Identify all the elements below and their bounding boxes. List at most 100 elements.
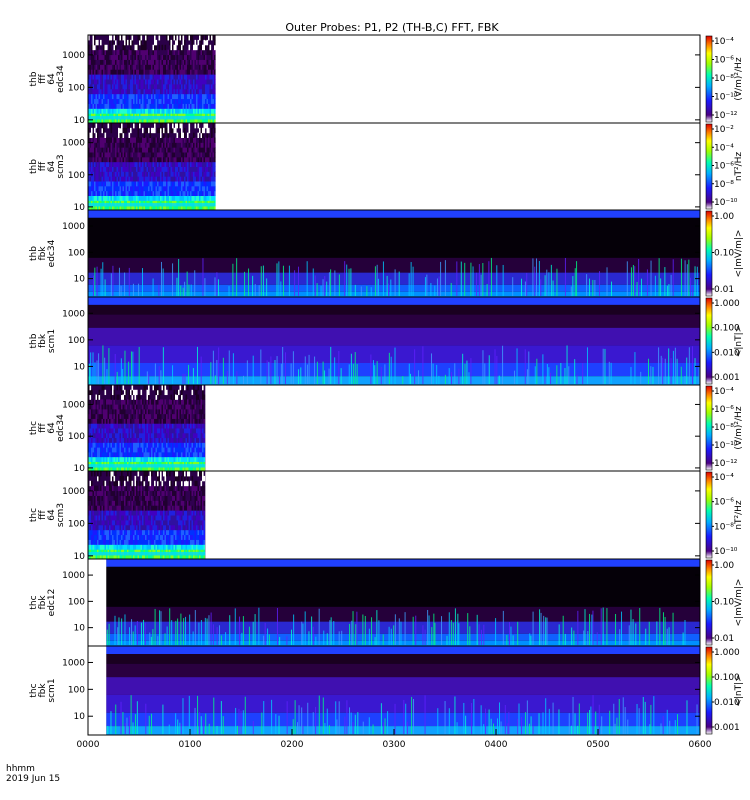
colorbar-tick-label: 1.000 <box>714 299 740 309</box>
panel-ylabel: scm3 <box>56 503 66 527</box>
ytick-label: 100 <box>68 83 85 93</box>
colorbar-title: <|nT|> <box>734 674 744 706</box>
colorbar-thb_fff_scm: 10⁻² 10⁻⁴ 10⁻⁶ 10⁻⁸ 10⁻¹⁰ nT²/Hz <box>705 123 744 210</box>
panel-thb_fbk_efi: 10 100 1000 thb fbk edc34 1.00 0.10 0.01<|mV/m|> <box>29 209 744 298</box>
panel-ylabel: scm1 <box>47 678 57 702</box>
panel-ylabel: scm3 <box>56 154 66 178</box>
panel-ylabel: 64 <box>47 509 57 521</box>
spectrogram-thb_fbk_efi <box>88 210 700 297</box>
colorbar-title: <|mV/m|> <box>734 230 744 278</box>
panel-ylabel: fbk <box>38 683 48 698</box>
colorbar-tick-label: 0.01 <box>714 285 734 295</box>
time-axis: 0000 0100 0200 0300 0400 0500 0600 <box>77 729 712 750</box>
ytick-label: 10 <box>74 362 86 372</box>
panel-ylabel: thc <box>29 683 39 697</box>
colorbar-thb_fbk_efi: 1.00 0.10 0.01<|mV/m|> <box>705 210 744 297</box>
panel-ylabel: thb <box>29 333 39 348</box>
colorbar-tick-label: 10⁻⁸ <box>714 522 734 532</box>
panel-ylabel: edc34 <box>56 414 66 442</box>
ytick-label: 100 <box>68 597 85 607</box>
xtick-label: 0300 <box>383 740 406 750</box>
spectrogram-thc_fbk_efi <box>106 559 701 646</box>
colorbar-tick-label: 10⁻⁶ <box>714 162 734 172</box>
colorbar-title: (V/m)²/Hz <box>734 57 744 100</box>
xtick-label: 0200 <box>281 740 304 750</box>
ytick-label: 10 <box>74 116 86 126</box>
colorbar-tick-label: 10⁻⁶ <box>714 56 734 66</box>
panel-thc_fbk_efi: 10 100 1000 thc fbk edc12 1.00 0.10 0.01<|mV/m|> <box>29 558 744 647</box>
spectrogram-thc_fff_scm <box>88 471 206 560</box>
ytick-label: 1000 <box>62 487 85 497</box>
ytick-label: 1000 <box>62 139 85 149</box>
colorbar-title: nT²/Hz <box>734 500 744 530</box>
panel-ylabel: fff <box>38 161 48 171</box>
colorbar-thb_fbk_scm: 1.000 0.100 0.010 0.001 <|nT|> <box>705 297 744 385</box>
colorbar-thc_fff_scm: 10⁻⁴ 10⁻⁶ 10⁻⁸ 10⁻¹⁰ nT²/Hz <box>705 471 744 559</box>
xtick-label: 0100 <box>179 740 202 750</box>
colorbar-title: (V/m)²/Hz <box>734 406 744 449</box>
ytick-label: 100 <box>68 171 85 181</box>
panel-ylabel: edc12 <box>47 589 57 617</box>
ytick-label: 10 <box>74 624 86 634</box>
colorbar-tick-label: 0.010 <box>714 348 740 358</box>
colorbar-tick-label: 10⁻⁴ <box>714 37 734 47</box>
colorbar-tick-label: 0.010 <box>714 698 740 708</box>
panel-thb_fbk_scm: 10 100 1000 thb fbk scm1 1.000 0.100 0.010 0.001 <… <box>29 296 744 386</box>
colorbar-tick-label: 10⁻⁴ <box>714 143 734 153</box>
spectrogram-thb_fff_scm <box>88 123 216 211</box>
ytick-label: 1000 <box>62 309 85 319</box>
ytick-label: 10 <box>74 712 86 722</box>
spectrogram-thc_fff_efi <box>88 385 206 472</box>
panel-ylabel: fbk <box>38 333 48 348</box>
panel-ylabel: 64 <box>47 422 57 434</box>
ytick-label: 1000 <box>62 658 85 668</box>
colorbar-tick-label: 1.00 <box>714 561 734 571</box>
colorbar-tick-label: 0.01 <box>714 634 734 644</box>
colorbar-tick-label: 10⁻⁴ <box>714 473 734 483</box>
colorbar-tick-label: 1.000 <box>714 648 740 658</box>
ytick-label: 100 <box>68 432 85 442</box>
ytick-label: 10 <box>74 464 86 474</box>
ytick-label: 100 <box>68 519 85 529</box>
colorbar-tick-label: 0.001 <box>714 373 740 383</box>
spectrogram-thc_fbk_scm <box>106 646 701 735</box>
panel-ylabel: fbk <box>38 595 48 610</box>
panel-ylabel: fff <box>38 73 48 83</box>
ytick-label: 100 <box>68 248 85 258</box>
ytick-label: 1000 <box>62 51 85 61</box>
ytick-label: 1000 <box>62 400 85 410</box>
ytick-label: 1000 <box>62 222 85 232</box>
panel-ylabel: scm1 <box>47 329 57 353</box>
time-axis-corner-label-date: 2019 Jun 15 <box>6 774 60 784</box>
panel-ylabel: fff <box>38 509 48 519</box>
colorbar-title: <|mV/m|> <box>734 579 744 627</box>
panel-ylabel: edc34 <box>47 239 57 267</box>
colorbar-tick-label: 0.10 <box>714 598 734 608</box>
xtick-label: 0000 <box>77 740 100 750</box>
colorbar-thc_fbk_scm: 1.000 0.100 0.010 0.001 <|nT|> <box>705 646 744 735</box>
colorbar-tick-label: 10⁻¹⁰ <box>714 547 738 557</box>
colorbar-title: nT²/Hz <box>734 152 744 182</box>
panel-ylabel: fff <box>38 422 48 432</box>
xtick-label: 0500 <box>587 740 610 750</box>
colorbar-tick-label: 10⁻⁶ <box>714 498 734 508</box>
colorbar-thb_fff_efi: 10⁻⁴ 10⁻⁶ 10⁻⁸ 10⁻¹⁰ 10⁻¹² (V/m)²/Hz <box>705 35 744 123</box>
panel-ylabel: 64 <box>47 161 57 173</box>
colorbar-tick-label: 10⁻¹⁰ <box>714 198 738 208</box>
colorbar-tick-label: 1.00 <box>714 212 734 222</box>
colorbar-tick-label: 10⁻⁸ <box>714 180 734 190</box>
ytick-label: 100 <box>68 336 85 346</box>
colorbar-thc_fbk_efi: 1.00 0.10 0.01<|mV/m|> <box>705 559 744 646</box>
panel-ylabel: thb <box>29 71 39 86</box>
ytick-label: 1000 <box>62 571 85 581</box>
colorbar-tick-label: 10⁻⁶ <box>714 405 734 415</box>
colorbar-tick-label: 0.100 <box>714 673 740 683</box>
spectrogram-thb_fbk_scm <box>88 297 700 385</box>
panel-ylabel: thc <box>29 595 39 609</box>
colorbar-tick-label: 10⁻¹² <box>714 111 738 121</box>
colorbar-tick-label: 0.100 <box>714 324 740 334</box>
colorbar-tick-label: 10⁻⁸ <box>714 423 734 433</box>
ytick-label: 10 <box>74 552 86 562</box>
panel-ylabel: 64 <box>47 73 57 85</box>
